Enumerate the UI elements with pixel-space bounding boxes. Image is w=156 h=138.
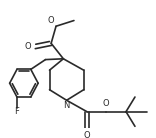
Text: O: O (84, 131, 90, 138)
Text: O: O (102, 99, 109, 108)
Text: O: O (24, 42, 31, 51)
Text: O: O (48, 16, 54, 25)
Text: F: F (15, 107, 19, 116)
Text: N: N (63, 101, 70, 110)
